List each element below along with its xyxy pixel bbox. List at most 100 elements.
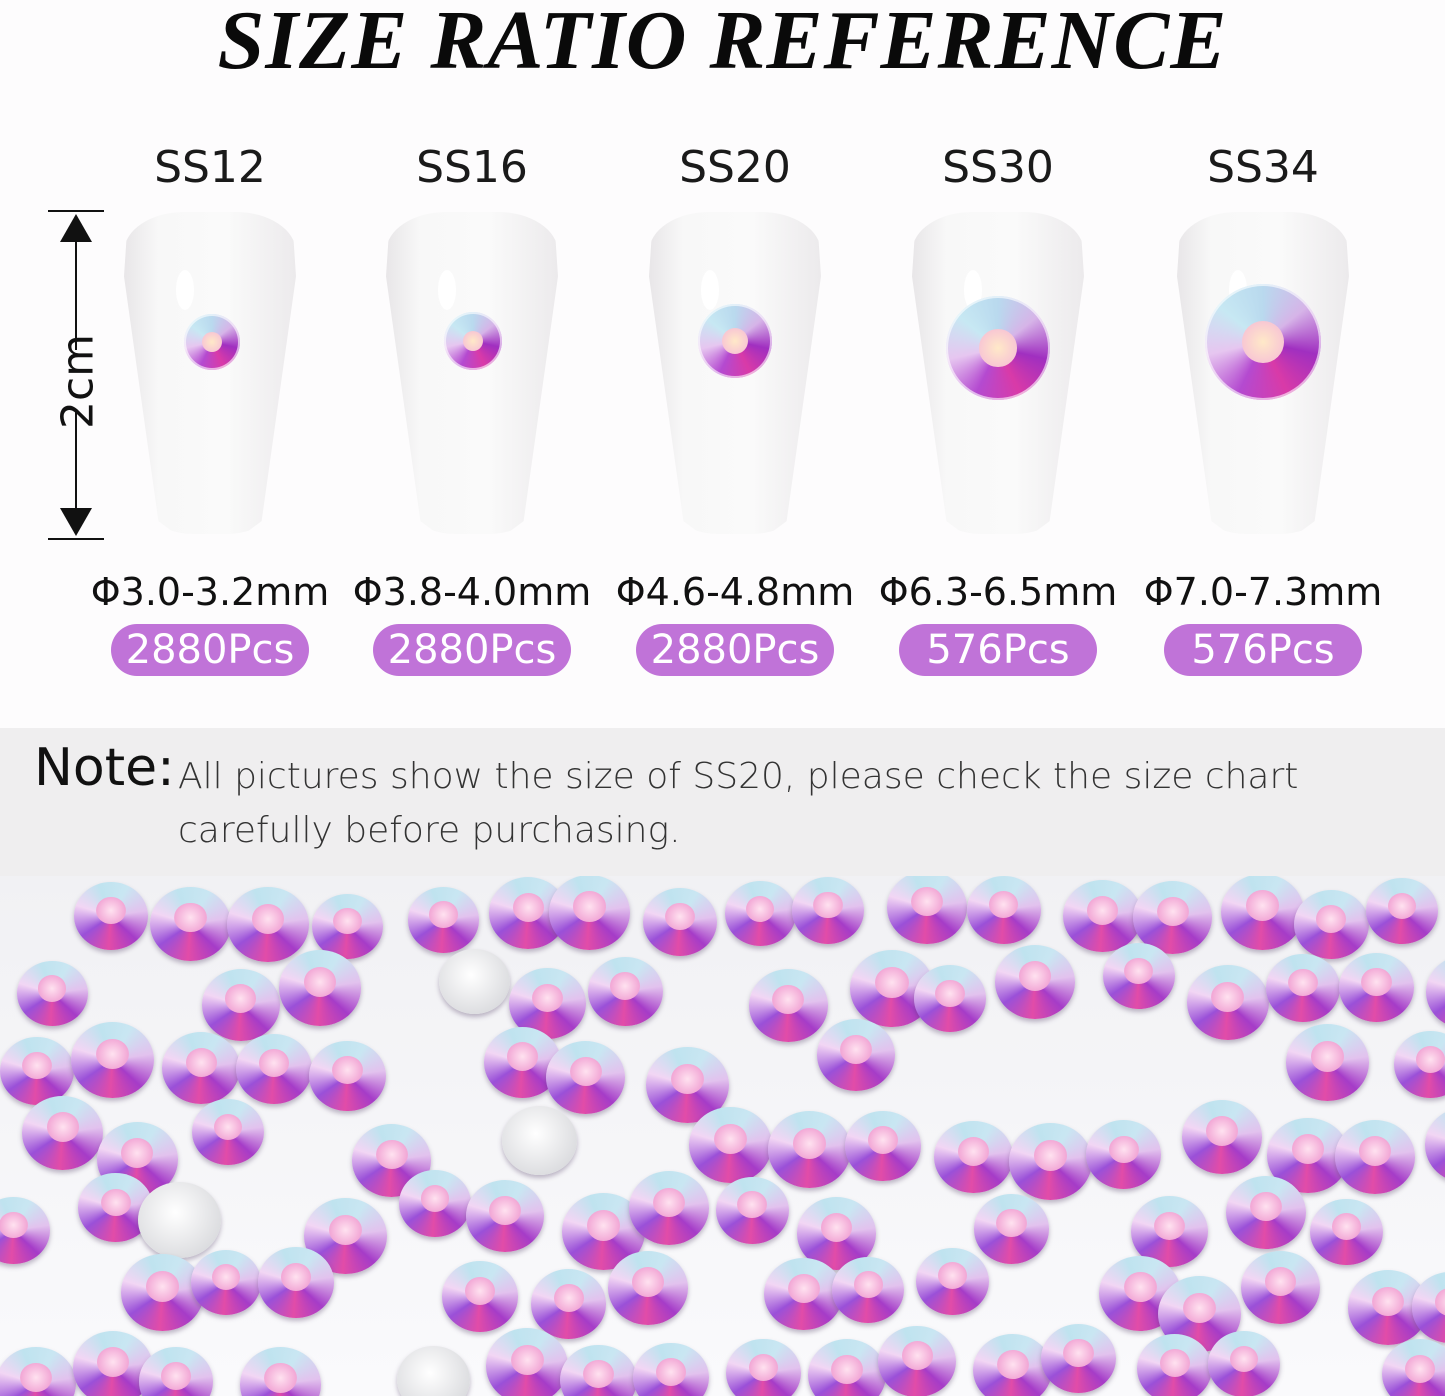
ruler-cap-bottom bbox=[48, 538, 104, 540]
size-name: SS16 bbox=[416, 142, 528, 193]
rhinestone bbox=[546, 1041, 626, 1115]
rhinestone bbox=[1425, 954, 1445, 1029]
rhinestone bbox=[1424, 1107, 1445, 1183]
rhinestone bbox=[1225, 1175, 1306, 1250]
note-banner: Note: All pictures show the size of SS20… bbox=[0, 728, 1445, 876]
count-badge: 576Pcs bbox=[1164, 624, 1362, 676]
count-badge: 2880Pcs bbox=[373, 624, 571, 676]
rhinestone bbox=[530, 1269, 607, 1339]
rhinestone bbox=[441, 1261, 519, 1332]
rhinestone bbox=[726, 1338, 801, 1396]
rhinestone bbox=[1040, 1323, 1117, 1394]
diameter-label: Φ4.6-4.8mm bbox=[615, 570, 855, 614]
rhinestone bbox=[201, 968, 280, 1041]
size-name: SS34 bbox=[1207, 142, 1319, 193]
size-column-ss12: SS12 Φ3.0-3.2mm 2880Pcs bbox=[75, 140, 345, 676]
rhinestone bbox=[312, 893, 383, 959]
rhinestone bbox=[966, 876, 1041, 945]
rhinestone bbox=[1063, 879, 1142, 953]
rhinestone bbox=[278, 950, 362, 1027]
rhinestone bbox=[1293, 889, 1369, 959]
rhinestone bbox=[724, 881, 796, 947]
diameter-label: Φ7.0-7.3mm bbox=[1143, 570, 1383, 614]
note-text: All pictures show the size of SS20, plea… bbox=[178, 756, 1299, 851]
rhinestone bbox=[257, 1247, 335, 1318]
rhinestone bbox=[16, 960, 88, 1027]
diameter-label: Φ3.0-3.2mm bbox=[90, 570, 330, 614]
rhinestone bbox=[608, 1251, 689, 1325]
rhinestone bbox=[227, 887, 309, 963]
rhinestone bbox=[548, 876, 631, 951]
rhinestone bbox=[844, 1111, 921, 1181]
size-column-ss16: SS16 Φ3.8-4.0mm 2880Pcs bbox=[337, 140, 607, 676]
rhinestone-image bbox=[698, 304, 772, 378]
rhinestone bbox=[560, 1344, 637, 1396]
rhinestone bbox=[138, 1347, 214, 1396]
rhinestone bbox=[235, 1033, 313, 1104]
rhinestone bbox=[1181, 1100, 1262, 1175]
rhinestone bbox=[915, 1247, 989, 1315]
rhinestone bbox=[0, 1346, 76, 1396]
rhinestone bbox=[438, 948, 510, 1015]
rhinestone bbox=[1186, 964, 1269, 1041]
rhinestone bbox=[1393, 1030, 1445, 1099]
rhinestone bbox=[137, 1181, 221, 1259]
ruler-cap-top bbox=[48, 210, 104, 212]
count-badge: 2880Pcs bbox=[111, 624, 309, 676]
rhinestone bbox=[587, 956, 663, 1026]
rhinestone bbox=[0, 1196, 50, 1264]
rhinestone bbox=[973, 1194, 1050, 1264]
rhinestone bbox=[715, 1176, 789, 1244]
rhinestone bbox=[1008, 1122, 1093, 1200]
rhinestone bbox=[688, 1107, 772, 1184]
rhinestone bbox=[1130, 1195, 1208, 1267]
rhinestone bbox=[22, 1095, 104, 1171]
rhinestone bbox=[0, 1036, 75, 1106]
rhinestone bbox=[398, 1170, 472, 1238]
size-column-ss30: SS30 Φ6.3-6.5mm 576Pcs bbox=[863, 140, 1133, 676]
size-name: SS12 bbox=[154, 142, 266, 193]
rhinestone bbox=[1347, 1270, 1429, 1345]
rhinestone bbox=[832, 1256, 905, 1323]
rhinestone bbox=[887, 876, 967, 944]
rhinestone bbox=[994, 945, 1075, 1019]
page-title: SIZE RATIO REFERENCE bbox=[217, 0, 1228, 87]
rhinestone bbox=[878, 1325, 957, 1396]
rhinestone bbox=[816, 1019, 896, 1092]
nail-image bbox=[649, 212, 821, 534]
rhinestone bbox=[1366, 878, 1438, 945]
rhinestone bbox=[120, 1254, 204, 1331]
rhinestone bbox=[1102, 943, 1175, 1010]
rhinestone bbox=[190, 1250, 262, 1316]
rhinestone bbox=[973, 1333, 1053, 1396]
rhinestone bbox=[239, 1346, 322, 1396]
rhinestone bbox=[1338, 952, 1415, 1023]
rhinestone bbox=[1335, 1120, 1416, 1194]
height-ruler: 2cm bbox=[48, 210, 104, 540]
rhinestone bbox=[150, 886, 231, 961]
rhinestone bbox=[73, 881, 148, 951]
size-column-ss34: SS34 Φ7.0-7.3mm 576Pcs bbox=[1128, 140, 1398, 676]
size-name: SS30 bbox=[942, 142, 1054, 193]
count-badge: 2880Pcs bbox=[636, 624, 834, 676]
count-badge: 576Pcs bbox=[899, 624, 1097, 676]
rhinestone bbox=[71, 1022, 155, 1099]
nail-image bbox=[124, 212, 296, 534]
rhinestone bbox=[397, 1346, 471, 1396]
rhinestone bbox=[748, 969, 828, 1042]
rhinestone-image bbox=[184, 314, 240, 370]
rhinestone bbox=[1310, 1198, 1383, 1266]
size-column-ss20: SS20 Φ4.6-4.8mm 2880Pcs bbox=[600, 140, 870, 676]
size-name: SS20 bbox=[679, 142, 791, 193]
rhinestone bbox=[629, 1171, 710, 1246]
rhinestones-photo bbox=[0, 876, 1445, 1396]
rhinestone bbox=[465, 1179, 545, 1252]
rhinestone bbox=[192, 1099, 264, 1166]
rhinestone bbox=[162, 1032, 241, 1105]
rhinestone bbox=[308, 1040, 386, 1112]
rhinestone bbox=[352, 1123, 432, 1197]
rhinestone bbox=[767, 1111, 852, 1188]
rhinestone-image bbox=[444, 312, 502, 370]
rhinestone-image bbox=[1205, 284, 1321, 400]
rhinestone bbox=[486, 1328, 569, 1396]
